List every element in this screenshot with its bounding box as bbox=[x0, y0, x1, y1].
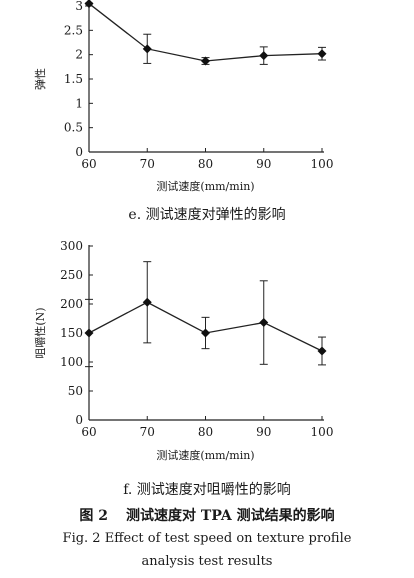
chart-e-data-point bbox=[259, 51, 269, 61]
chart-e-x-tick-label: 90 bbox=[256, 157, 271, 171]
figure-title-en-line1: Fig. 2 Effect of test speed on texture p… bbox=[62, 531, 352, 546]
chart-f-y-axis-label: 咀嚼性(N) bbox=[33, 307, 47, 358]
chart-e-x-axis-label: 测试速度(mm/min) bbox=[156, 179, 254, 193]
chart-f-x-tick-label: 90 bbox=[256, 425, 271, 439]
chart-e-series-line bbox=[88, 3, 323, 62]
chart-f-data-point bbox=[142, 297, 152, 307]
chart-f-x-tick-label: 60 bbox=[81, 425, 96, 439]
chart-e-y-tick-label: 2.5 bbox=[64, 23, 83, 37]
chart-e-x-tick-label: 100 bbox=[311, 157, 334, 171]
chart-f-x-tick-label: 100 bbox=[311, 425, 334, 439]
chart-e-y-tick-label: 3 bbox=[75, 0, 83, 13]
figure-title-cn: 测试速度对 TPA 测试结果的影响 bbox=[126, 508, 335, 524]
chart-e-y-axis-label: 弹性 bbox=[33, 68, 47, 90]
chart-f-caption: f. 测试速度对咀嚼性的影响 bbox=[123, 482, 291, 498]
chart-e-data-point bbox=[84, 0, 94, 9]
chart-e-y-tick-label: 1.5 bbox=[64, 72, 83, 86]
chart-e-y-tick-label: 1 bbox=[75, 96, 83, 110]
chart-f-data-point bbox=[84, 328, 94, 338]
chart-f-data-point bbox=[201, 328, 210, 338]
figure-title: 图 2 测试速度对 TPA 测试结果的影响 bbox=[0, 505, 414, 525]
chart-f-y-tick-label: 100 bbox=[60, 355, 83, 369]
chart-e: 0 0.5 1 1.5 2 2.5 3 60 70 80 90 100 测试速度(mm/min) 弹性 bbox=[33, 0, 333, 193]
chart-f: 0 50 100 150 200 250 300 60 70 80 90 100 测试速度(mm/min… bbox=[33, 239, 333, 462]
figure-title-en-line2: analysis test results bbox=[141, 554, 273, 569]
chart-e-y-tick-label: 0.5 bbox=[64, 121, 83, 135]
chart-e-y-tick-label: 0 bbox=[75, 145, 83, 159]
chart-e-data-point bbox=[201, 56, 210, 66]
chart-f-y-tick-label: 300 bbox=[60, 239, 83, 253]
chart-f-data-point bbox=[259, 318, 269, 328]
chart-e-x-tick-label: 70 bbox=[140, 157, 155, 171]
chart-e-x-tick-label: 60 bbox=[81, 157, 96, 171]
chart-f-x-tick-label: 80 bbox=[198, 425, 213, 439]
chart-f-data-point bbox=[317, 346, 327, 356]
chart-f-y-tick-label: 50 bbox=[68, 384, 83, 398]
chart-f-x-tick-label: 70 bbox=[140, 425, 155, 439]
chart-e-x-tick-label: 80 bbox=[198, 157, 213, 171]
chart-f-y-tick-label: 150 bbox=[60, 326, 83, 340]
chart-e-data-point bbox=[142, 44, 152, 54]
chart-e-y-tick-label: 2 bbox=[75, 48, 83, 62]
chart-f-y-tick-label: 0 bbox=[75, 413, 83, 427]
chart-f-y-tick-label: 250 bbox=[60, 268, 83, 282]
chart-e-data-point bbox=[317, 49, 327, 59]
chart-e-caption: e. 测试速度对弹性的影响 bbox=[128, 207, 286, 223]
chart-f-x-axis-label: 测试速度(mm/min) bbox=[156, 448, 254, 462]
figure-number: 图 2 bbox=[79, 508, 109, 524]
chart-f-y-tick-label: 200 bbox=[60, 297, 83, 311]
